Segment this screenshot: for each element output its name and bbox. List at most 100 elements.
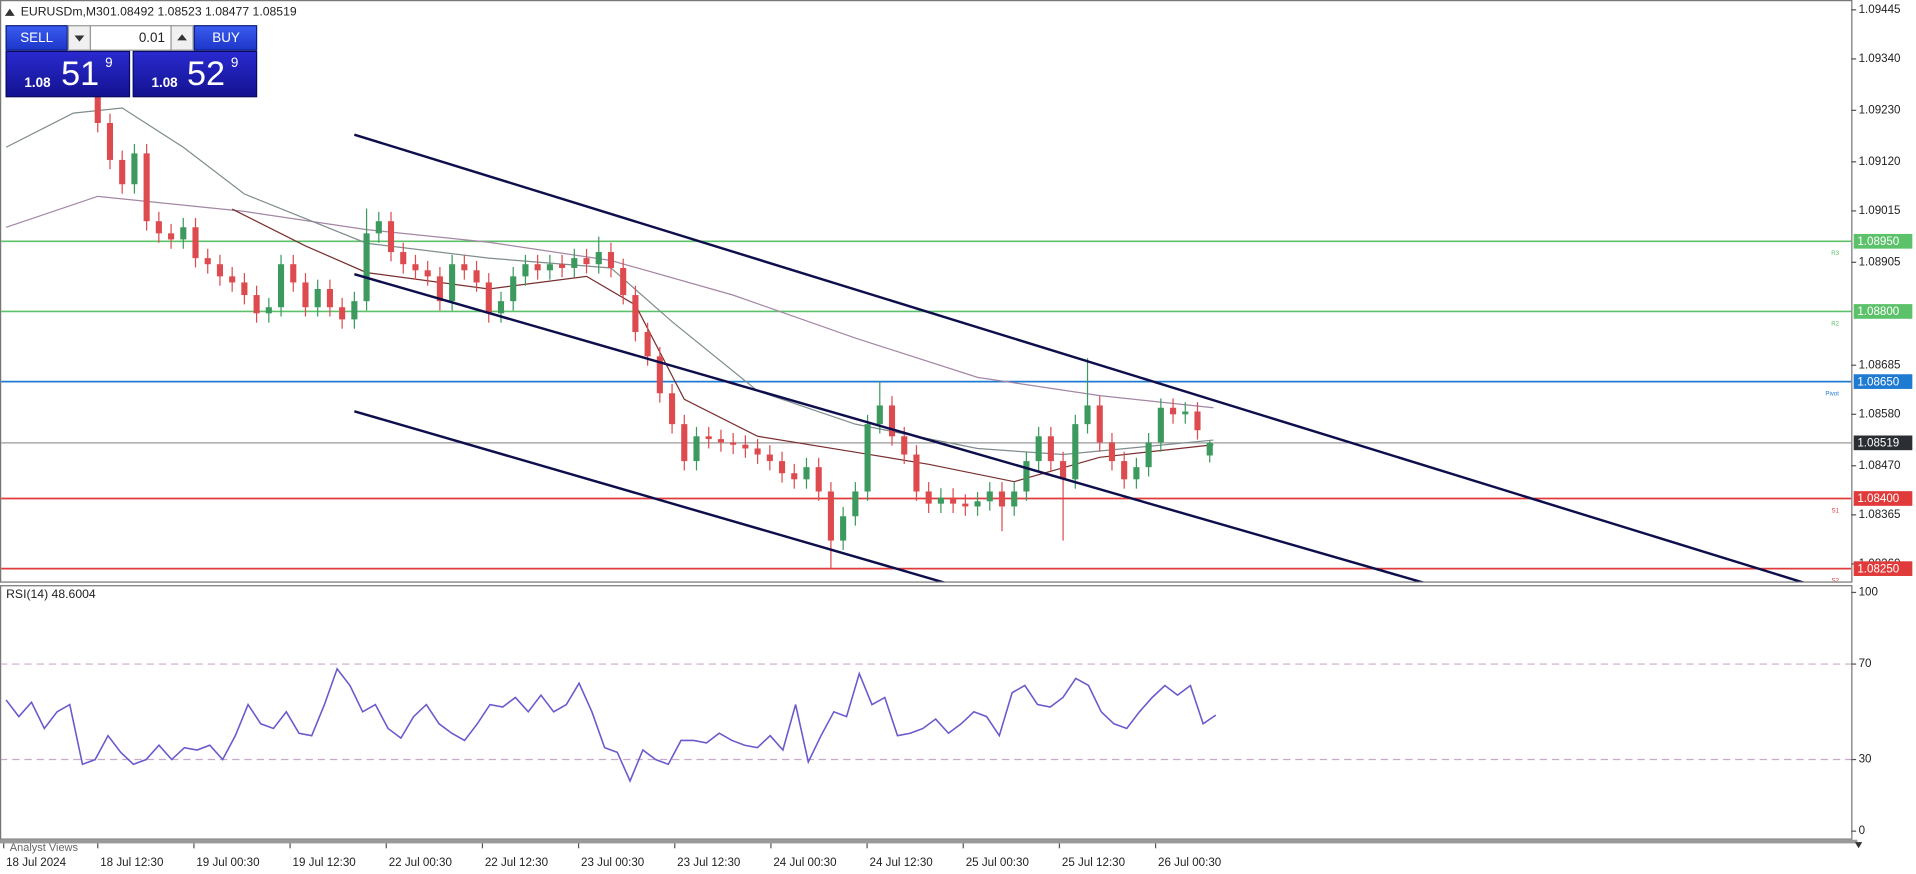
time-label: 19 Jul 12:30: [293, 856, 356, 869]
candle-body: [94, 96, 101, 123]
candle-body: [766, 454, 773, 462]
time-label: 25 Jul 12:30: [1062, 856, 1125, 869]
candle-body: [693, 436, 700, 462]
candle-body: [449, 264, 456, 302]
candle-body: [669, 393, 676, 425]
candle-body: [1060, 461, 1067, 480]
buy-button[interactable]: [193, 25, 258, 51]
level-tag: R3: [1831, 250, 1839, 257]
candle-body: [1108, 442, 1116, 462]
footer-tab[interactable]: Analyst Views: [10, 842, 79, 854]
candle-body: [106, 122, 114, 160]
candle-body: [1096, 405, 1103, 443]
buy-price-box[interactable]: [132, 50, 258, 98]
candle-body: [522, 264, 529, 277]
candle-body: [314, 288, 321, 308]
time-label: 23 Jul 00:30: [581, 856, 644, 869]
buy-label[interactable]: BUY: [212, 30, 240, 45]
candle-body: [265, 307, 272, 314]
candle-body: [192, 227, 199, 259]
candle-body: [473, 270, 480, 283]
sell-button[interactable]: [5, 25, 68, 51]
buy-price-point: 9: [231, 55, 238, 70]
lot-increase-icon: [177, 34, 187, 41]
candle-body: [1084, 405, 1091, 425]
rsi-tick-label: 70: [1859, 657, 1872, 670]
candle-body: [1194, 411, 1201, 431]
candle-body: [717, 439, 724, 443]
scroll-icon[interactable]: [1854, 842, 1863, 849]
rsi-tick-label: 30: [1859, 753, 1872, 766]
symbol: EURUSDm,M30: [21, 4, 110, 18]
sell-price-pips: 51: [61, 55, 99, 93]
candle-body: [901, 436, 908, 455]
candle-body: [1133, 467, 1140, 480]
time-label: 23 Jul 12:30: [677, 856, 740, 869]
time-label: 22 Jul 00:30: [389, 856, 452, 869]
level-tag: S2: [1832, 577, 1840, 584]
candle-body: [143, 153, 150, 222]
y-tick-label: 1.09340: [1859, 52, 1901, 65]
time-label: 26 Jul 00:30: [1158, 856, 1221, 869]
pane-splitter: [0, 839, 1858, 844]
y-tick-label: 1.09230: [1859, 103, 1901, 116]
candle-body: [229, 276, 236, 283]
time-label: 18 Jul 2024: [6, 856, 67, 869]
candle-body: [644, 332, 651, 357]
candle-body: [559, 264, 566, 268]
time-label: 22 Jul 12:30: [485, 856, 548, 869]
candle-body: [424, 270, 431, 277]
sell-label[interactable]: SELL: [20, 30, 53, 45]
candle-body: [351, 301, 358, 320]
candle-body: [730, 442, 737, 445]
level-label-box: [1853, 561, 1913, 576]
y-tick-label: 1.08470: [1859, 459, 1901, 472]
lot-value[interactable]: 0.01: [139, 30, 165, 45]
candle-body: [510, 276, 517, 302]
rsi-tick-label: 0: [1859, 824, 1865, 837]
y-tick-label: 1.09015: [1859, 204, 1901, 217]
one-click-trading: SELL 0.01 BUY 1.08 51 9 1.08 52 9: [5, 25, 258, 98]
rsi-pane: [1, 663, 1852, 783]
lot-input[interactable]: [89, 25, 172, 51]
collapse-icon[interactable]: [4, 8, 15, 16]
axes: 1.094451.093401.092301.091201.090151.089…: [3, 3, 1913, 869]
candle-body: [950, 497, 957, 504]
candle-body: [461, 264, 468, 271]
candle-body: [815, 467, 822, 492]
candle-body: [827, 491, 834, 541]
candle-body: [583, 258, 590, 265]
candle-body: [241, 282, 248, 296]
candle-body: [986, 491, 993, 502]
time-label: 25 Jul 00:30: [966, 856, 1029, 869]
channel-upper: [354, 133, 1804, 582]
level-label-box: [1853, 374, 1913, 389]
sell-price-point: 9: [105, 55, 112, 70]
sell-price-box[interactable]: [5, 50, 131, 98]
channel-lower: [354, 410, 945, 582]
candle-body: [876, 405, 883, 425]
candle-body: [864, 424, 871, 492]
candle-body: [400, 252, 407, 265]
candle-body: [375, 221, 382, 234]
candle-body: [925, 491, 932, 504]
level-label: 1.08519: [1857, 437, 1899, 450]
candle-body: [913, 454, 920, 492]
buy-price-big: 1.08: [152, 75, 179, 90]
candle-body: [1145, 442, 1152, 468]
candle-body: [412, 264, 419, 271]
rsi-title: RSI(14) 48.6004: [6, 587, 96, 601]
candle-body: [803, 467, 810, 480]
y-tick-label: 1.09120: [1859, 155, 1901, 168]
buy-price-pips: 52: [187, 55, 225, 93]
level-label-box: [1853, 233, 1913, 249]
candle-body: [204, 258, 211, 265]
candle-body: [754, 448, 761, 455]
candle-body: [1121, 461, 1128, 480]
candle-body: [1047, 436, 1054, 462]
level-label: 1.08800: [1857, 305, 1899, 318]
candle-body: [742, 444, 749, 449]
candle-body: [131, 153, 138, 185]
